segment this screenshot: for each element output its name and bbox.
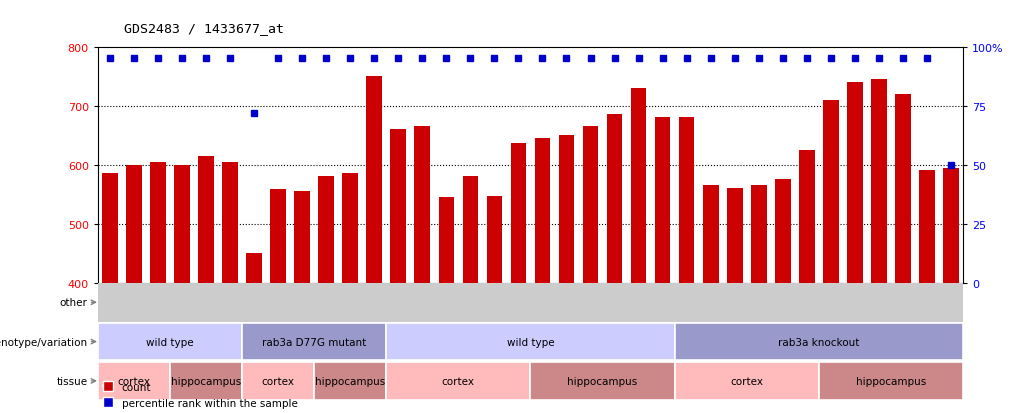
Text: hippocampus: hippocampus <box>171 376 241 386</box>
Bar <box>847 83 863 283</box>
Legend: count, percentile rank within the sample: count, percentile rank within the sample <box>103 382 298 408</box>
Bar <box>126 165 142 283</box>
Text: wild type: wild type <box>146 337 194 347</box>
Bar <box>414 127 431 283</box>
Text: GDS2483 / 1433677_at: GDS2483 / 1433677_at <box>124 22 283 35</box>
Bar <box>439 197 454 283</box>
Bar <box>486 197 503 283</box>
Text: hippocampus: hippocampus <box>568 376 638 386</box>
Bar <box>679 118 694 283</box>
Text: genotype/variation: genotype/variation <box>0 337 88 347</box>
Bar <box>895 95 911 283</box>
Bar <box>702 186 719 283</box>
Bar <box>242 362 314 400</box>
Bar <box>655 118 671 283</box>
Bar <box>775 180 791 283</box>
Bar <box>386 323 675 361</box>
Bar <box>871 80 887 283</box>
Bar <box>511 143 526 283</box>
Bar <box>823 100 838 283</box>
Bar <box>583 127 598 283</box>
Bar <box>535 139 550 283</box>
Bar <box>318 177 334 283</box>
Bar <box>727 189 743 283</box>
Text: litter 2: litter 2 <box>657 297 692 308</box>
Text: hippocampus: hippocampus <box>856 376 926 386</box>
Bar <box>675 362 819 400</box>
Bar <box>390 130 406 283</box>
Bar <box>295 192 310 283</box>
Bar <box>630 89 647 283</box>
Bar <box>819 362 963 400</box>
Text: cortex: cortex <box>442 376 475 386</box>
Text: rab3a D77G mutant: rab3a D77G mutant <box>262 337 367 347</box>
Bar <box>102 174 117 283</box>
Bar <box>150 162 166 283</box>
Bar <box>242 323 386 361</box>
Bar <box>799 150 815 283</box>
Bar <box>98 323 242 361</box>
Bar <box>174 165 190 283</box>
Bar <box>170 362 242 400</box>
Bar <box>367 77 382 283</box>
Bar <box>751 186 766 283</box>
Bar <box>222 162 238 283</box>
Text: other: other <box>60 297 88 308</box>
Bar <box>558 136 575 283</box>
Bar <box>270 190 286 283</box>
Text: wild type: wild type <box>507 337 554 347</box>
Text: tissue: tissue <box>57 376 88 386</box>
Text: litter 1: litter 1 <box>225 297 260 308</box>
Bar <box>675 323 963 361</box>
Text: cortex: cortex <box>730 376 763 386</box>
Text: hippocampus: hippocampus <box>315 376 385 386</box>
Bar <box>98 362 170 400</box>
Bar <box>530 362 675 400</box>
Bar <box>342 174 358 283</box>
Bar <box>386 284 963 321</box>
Bar <box>386 362 530 400</box>
Text: rab3a knockout: rab3a knockout <box>778 337 860 347</box>
Bar <box>198 157 214 283</box>
Bar <box>98 284 386 321</box>
Bar <box>607 115 622 283</box>
Text: cortex: cortex <box>117 376 150 386</box>
Bar <box>314 362 386 400</box>
Bar <box>246 254 262 283</box>
Text: cortex: cortex <box>262 376 295 386</box>
Bar <box>919 171 935 283</box>
Bar <box>462 177 478 283</box>
Bar <box>943 168 959 283</box>
